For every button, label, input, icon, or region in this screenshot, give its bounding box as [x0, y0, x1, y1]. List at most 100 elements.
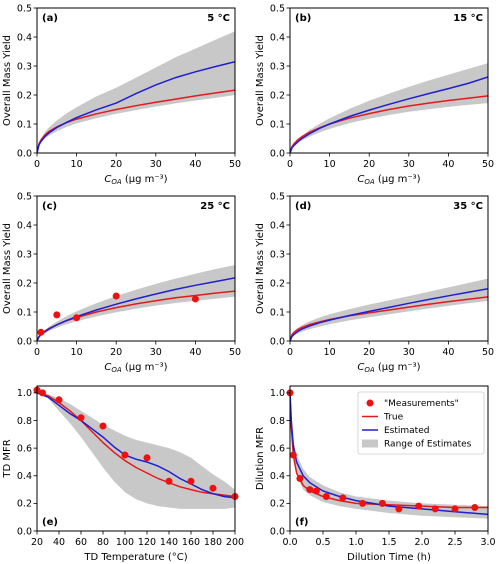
x-axis-label-variable: C [104, 174, 111, 185]
measurement-point [37, 328, 45, 336]
y-tick-label: 0.6 [17, 443, 32, 454]
measurement-point [112, 292, 120, 300]
legend-entry-label: True [383, 413, 404, 423]
x-axis-label-subscript: OA [364, 366, 375, 374]
x-tick-label: 20 [110, 347, 122, 358]
measurement-point [209, 484, 217, 492]
y-tick-label: 0.2 [17, 90, 32, 101]
panel-f: 0.0 0.5 1.0 1.5 2.0 2.5 3.0 0.0 0.2 0.4 0.6 0.8 1.0 (… [255, 385, 496, 563]
measurement-point [73, 314, 81, 322]
x-tick-label: 10 [324, 159, 336, 170]
y-tick-label: 0.3 [17, 249, 32, 260]
series-line-estimated [37, 392, 235, 499]
panel-label: (b) [295, 13, 311, 24]
x-axis-label: TD Temperature (°C) [83, 552, 187, 563]
y-tick-label: 0.5 [270, 191, 285, 202]
temperature-label: 5 °C [207, 13, 230, 24]
legend-box [357, 391, 485, 455]
x-tick-label: 80 [97, 537, 109, 548]
measurement-point [312, 487, 320, 495]
measurement-point [165, 477, 173, 485]
x-tick-label: 100 [116, 537, 134, 548]
x-tick-label: 140 [160, 537, 178, 548]
measurement-point [99, 422, 107, 430]
x-axis-label: Dilution Time (h) [347, 552, 431, 563]
x-axis-label-subscript: OA [364, 178, 375, 186]
y-tick-label: 0.3 [270, 61, 285, 72]
range-of-estimates-band [37, 31, 235, 153]
x-axis-label-variable: C [357, 174, 364, 185]
x-tick-label: 30 [403, 347, 415, 358]
temperature-label: 25 °C [200, 201, 230, 212]
measurement-point [339, 494, 347, 502]
y-tick-label: 0.5 [270, 3, 285, 14]
y-tick-label: 0.1 [17, 119, 32, 130]
y-tick-label: 0.2 [17, 278, 32, 289]
y-tick-label: 0.4 [17, 220, 32, 231]
x-tick-label: 160 [182, 537, 200, 548]
plot-area [290, 63, 488, 153]
y-tick-label: 0.0 [270, 526, 285, 537]
range-of-estimates-band [37, 392, 235, 509]
y-tick-label: 0.2 [270, 499, 285, 510]
x-tick-label: 10 [71, 347, 83, 358]
x-tick-label: 40 [189, 159, 201, 170]
measurement-point [322, 492, 330, 500]
y-tick-label: 1.0 [17, 388, 32, 399]
measurement-point [53, 311, 61, 319]
x-tick-label: 20 [110, 159, 122, 170]
series-line-true [290, 95, 488, 153]
y-tick-label: 0.1 [17, 307, 32, 318]
series-line-true [37, 392, 235, 498]
x-tick-label: 3.0 [480, 537, 495, 548]
y-tick-label: 0.2 [270, 90, 285, 101]
x-axis-label: COA (μg m⁻³) [357, 174, 420, 186]
x-tick-label: 10 [324, 347, 336, 358]
measurement-point [395, 505, 403, 513]
x-tick-label: 40 [53, 537, 65, 548]
x-tick-label: 20 [363, 159, 375, 170]
axes-frame [289, 7, 489, 154]
x-tick-label: 50 [482, 159, 494, 170]
series-line-estimated [290, 76, 488, 153]
measurement-point [187, 477, 195, 485]
x-axis-label: COA (μg m⁻³) [104, 174, 167, 186]
range-of-estimates-band [37, 265, 235, 341]
range-of-estimates-band [290, 392, 488, 519]
x-tick-label: 40 [189, 347, 201, 358]
series-line-estimated [290, 392, 488, 516]
x-tick-label: 60 [75, 537, 87, 548]
y-tick-label: 0.0 [17, 526, 32, 537]
y-tick-label: 0.4 [17, 471, 32, 482]
y-tick-label: 0.5 [17, 3, 32, 14]
y-tick-label: 0.4 [270, 220, 285, 231]
plot-area [290, 278, 488, 341]
y-tick-label: 0.4 [17, 32, 32, 43]
y-tick-label: 0.2 [270, 278, 285, 289]
y-tick-label: 0.8 [17, 416, 32, 427]
legend-entry-label: Estimated [384, 426, 429, 436]
x-tick-label: 20 [31, 537, 43, 548]
axes-frame [289, 195, 489, 342]
x-tick-label: 10 [71, 159, 83, 170]
measurement-point [77, 414, 85, 422]
x-axis-label-unit: (μg m⁻³) [122, 362, 168, 373]
x-tick-label: 0 [34, 347, 40, 358]
x-tick-label: 0 [34, 159, 40, 170]
y-tick-label: 0.1 [270, 119, 285, 130]
panel-a: 0 10 20 30 40 50 0.0 0.1 0.2 0.3 0.4 0.5 (a) 5 °C Over… [2, 3, 241, 186]
measurement-point [191, 295, 199, 303]
measurement-point [415, 502, 423, 510]
measurement-point [378, 499, 386, 507]
axes-frame [36, 195, 236, 342]
series-line-estimated [290, 288, 488, 341]
x-axis-label-subscript: OA [111, 366, 122, 374]
y-tick-label: 0.4 [270, 471, 285, 482]
panel-e: 20 40 60 80 100 120 140 160 180 200 0.0 0.2 0.4 0.6 0.… [2, 385, 244, 563]
x-tick-label: 30 [403, 159, 415, 170]
x-axis-label-variable: C [104, 362, 111, 373]
y-axis-label: Overall Mass Yield [255, 223, 266, 314]
x-tick-label: 30 [150, 347, 162, 358]
panel-c: 0 10 20 30 40 50 0.0 0.1 0.2 0.3 0.4 0.5 (c) 25 °C Ove… [2, 191, 241, 374]
